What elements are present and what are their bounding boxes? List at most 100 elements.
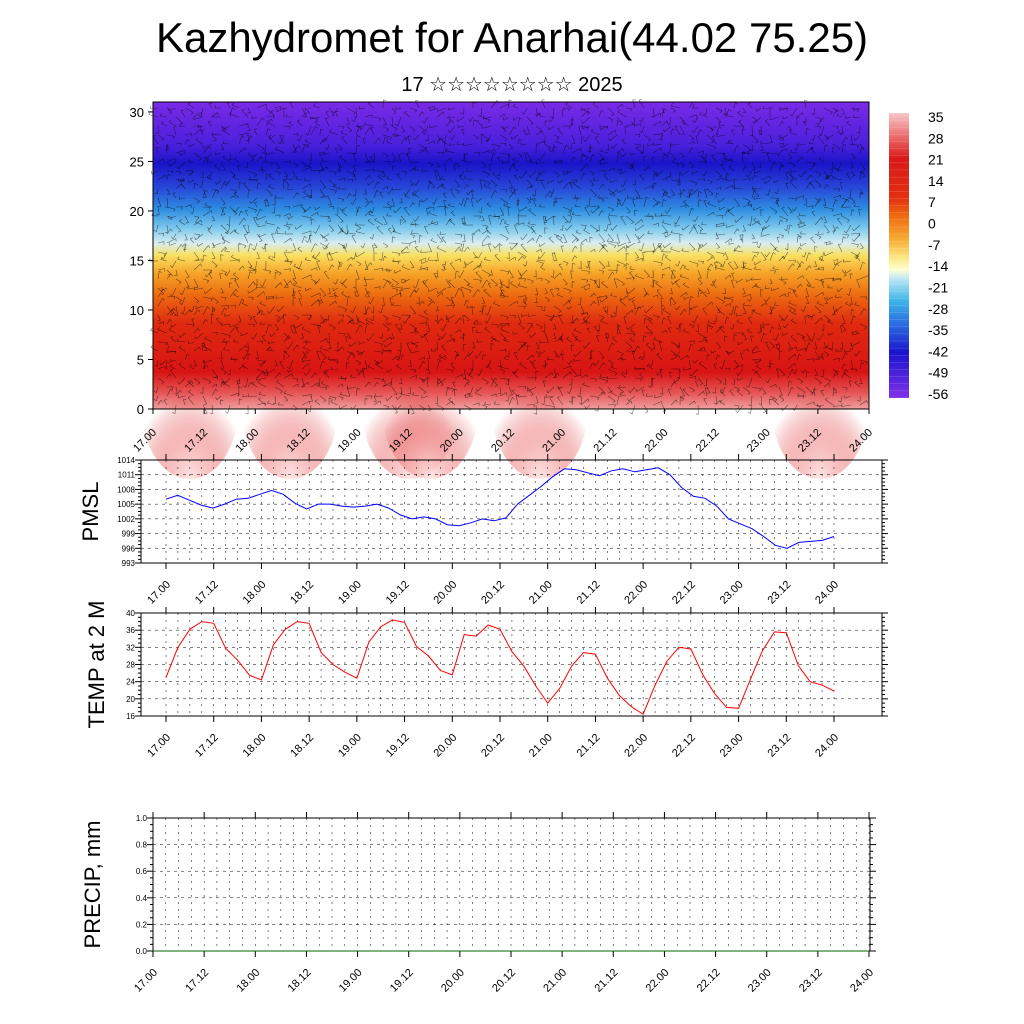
wind-barb-flag [622, 283, 625, 286]
wind-barb [856, 279, 861, 289]
wind-barb [290, 325, 294, 334]
wind-barb [769, 305, 773, 314]
wind-barb-flag [755, 141, 759, 144]
wind-barb-flag [327, 216, 330, 220]
wind-barb-flag [351, 257, 353, 261]
wind-barb [697, 129, 700, 136]
wind-barb [679, 161, 685, 167]
wind-barb-flag [818, 311, 822, 314]
wind-barb-flag [672, 303, 676, 305]
wind-barb [277, 107, 285, 113]
wind-barb [518, 285, 528, 289]
wind-barb-flag [167, 273, 171, 276]
wind-barb-flag [441, 268, 445, 271]
wind-barb-flag [290, 262, 292, 265]
wind-barb-flag [297, 383, 299, 387]
wind-barb [790, 152, 798, 154]
wind-barb [837, 218, 843, 226]
wind-barb [319, 166, 328, 172]
wind-barb [166, 228, 171, 235]
wind-barb [661, 266, 670, 271]
wind-barb-flag [531, 225, 535, 228]
wind-barb-flag [624, 126, 628, 128]
wind-barb [283, 268, 291, 271]
wind-barb [157, 341, 167, 343]
wind-barb-flag [663, 199, 667, 202]
wind-barb [259, 233, 267, 238]
wind-barb [628, 287, 636, 295]
wind-barb [724, 238, 732, 244]
wind-barb-flag [837, 148, 841, 151]
wind-barb-flag [840, 132, 844, 134]
wind-barb [169, 242, 177, 246]
wind-barb-flag [401, 354, 405, 357]
wind-barb-flag [619, 123, 623, 125]
wind-barb [754, 268, 762, 271]
wind-barb-flag [404, 138, 407, 142]
wind-barb-flag [493, 148, 497, 152]
wind-barb [292, 161, 298, 166]
wind-barb-flag [855, 254, 859, 256]
wind-barb-flag [204, 335, 207, 339]
wind-barb [355, 231, 366, 235]
wind-barb [460, 287, 465, 298]
wind-barb [438, 377, 447, 385]
wind-barb [674, 126, 681, 136]
wind-barb [778, 121, 783, 127]
wind-barb [607, 116, 614, 121]
wind-barb [418, 322, 427, 325]
wind-barb-flag [339, 261, 343, 264]
wind-barb-flag [829, 168, 833, 171]
wind-barb [528, 209, 537, 217]
wind-barb [849, 273, 852, 280]
wind-barb [229, 113, 240, 118]
wind-barb [490, 190, 496, 199]
wind-barb-flag [587, 327, 591, 329]
wind-barb [211, 189, 217, 199]
wind-barb [823, 377, 831, 382]
wind-barb-flag [539, 203, 541, 207]
wind-barb [422, 197, 429, 203]
wind-barb-flag [224, 273, 227, 277]
wind-barb-flag [255, 284, 258, 288]
wind-barb [778, 219, 781, 226]
wind-barb-flag [779, 350, 783, 353]
wind-barb [305, 107, 312, 111]
wind-barb-flag [285, 286, 289, 288]
wind-barb-flag [267, 310, 270, 314]
wind-barb [760, 302, 767, 307]
wind-barb [850, 233, 860, 235]
wind-barb [187, 103, 195, 109]
wind-barb-flag [711, 154, 715, 156]
wind-barb [530, 161, 537, 163]
wind-barb [454, 270, 457, 280]
wind-barb-flag [208, 102, 212, 104]
wind-barb-flag [386, 369, 388, 373]
wind-barb [193, 152, 202, 160]
wind-barb-flag [413, 137, 416, 140]
wind-barb [571, 318, 578, 325]
wind-barb-flag [325, 387, 328, 391]
wind-barb [769, 252, 774, 262]
wind-barb [510, 282, 519, 289]
wind-barb-flag [252, 248, 255, 251]
wind-barb [569, 296, 573, 302]
wind-barb-flag [845, 352, 848, 355]
wind-barb-flag [294, 165, 298, 168]
wind-barb-flag [800, 309, 804, 312]
wind-barb [616, 197, 621, 204]
wind-barb [398, 154, 402, 163]
wind-barb [524, 296, 528, 304]
wind-barb [391, 236, 393, 244]
wind-barb-flag [313, 281, 316, 285]
wind-barb [504, 222, 510, 226]
wind-barb [517, 139, 520, 145]
wind-barb-flag [591, 173, 595, 176]
wind-barb [785, 183, 789, 190]
wind-barb-flag [249, 318, 253, 321]
wind-barb-flag [294, 226, 297, 230]
wind-barb-flag [230, 254, 234, 257]
wind-barb [517, 251, 527, 257]
wind-barb [372, 314, 375, 321]
